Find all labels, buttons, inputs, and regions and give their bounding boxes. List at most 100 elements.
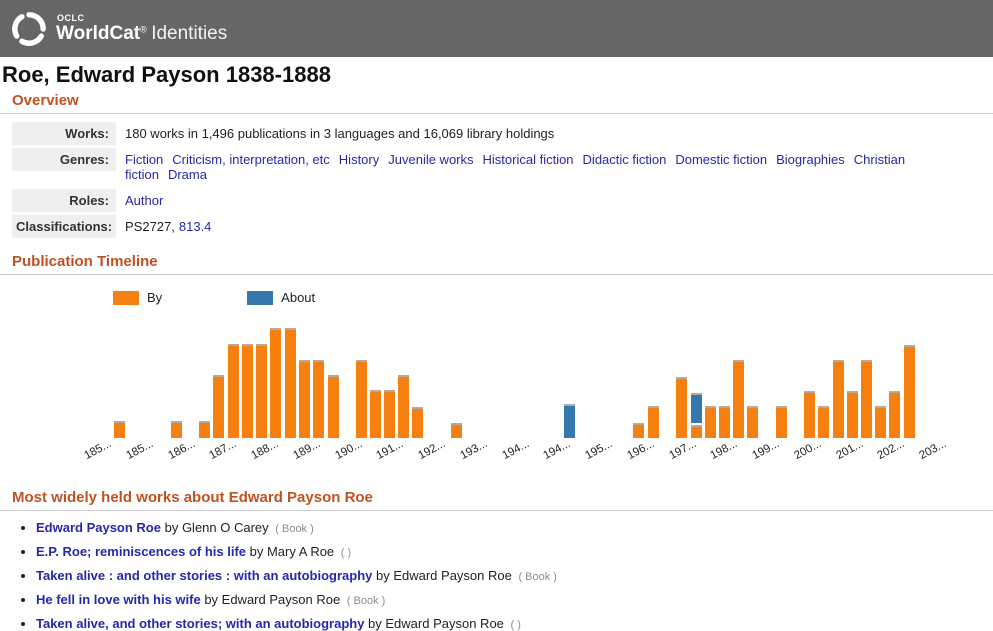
overview-value-link[interactable]: Fiction: [125, 152, 164, 167]
timeline-bar-by: [705, 406, 716, 438]
works-heading: Most widely held works about Edward Pays…: [0, 487, 993, 511]
timeline-bar-about: [691, 393, 702, 423]
timeline-bar-by: [733, 360, 744, 438]
timeline-bar-by: [114, 421, 125, 438]
overview-row: Classifications: PS2727, 813.4: [12, 215, 993, 238]
timeline-bar-by: [242, 344, 253, 438]
timeline-bar-about: [564, 404, 575, 438]
overview-value-link[interactable]: Criticism, interpretation, etc: [172, 152, 330, 167]
overview-value-link[interactable]: Juvenile works: [388, 152, 474, 167]
x-tick-label: 196...: [625, 437, 657, 462]
worldcat-identities-logo[interactable]: OCLC WorldCat® Identities: [56, 14, 228, 44]
timeline-bar-by: [398, 375, 409, 438]
timeline-bar-by: [676, 377, 687, 438]
timeline-bar-by: [847, 391, 858, 438]
work-item: Taken alive : and other stories : with a…: [36, 568, 993, 583]
publication-timeline-heading: Publication Timeline: [0, 251, 993, 275]
work-format: ( ): [340, 547, 352, 559]
timeline-bar-by: [804, 391, 815, 438]
overview-row-value: PS2727, 813.4: [116, 215, 220, 238]
work-format: ( Book ): [275, 523, 314, 535]
overview-value-link[interactable]: Drama: [167, 167, 207, 182]
timeline-bar-by: [904, 345, 915, 438]
work-item: He fell in love with his wife by Edward …: [36, 592, 993, 607]
x-tick-label: 185...: [124, 437, 156, 462]
overview-row: Works: 180 works in 1,496 publications in…: [12, 122, 993, 145]
x-tick-label: 185...: [82, 437, 114, 462]
overview-row-value: Author: [116, 189, 172, 212]
timeline-bar-by: [691, 425, 702, 438]
timeline-bar-by: [648, 406, 659, 438]
timeline-bar-by: [171, 421, 182, 438]
timeline-bar-by: [384, 390, 395, 438]
work-format: ( Book ): [518, 571, 557, 583]
worldcat-wordmark: WorldCat: [56, 23, 141, 44]
page-title: Roe, Edward Payson 1838-1888: [2, 62, 331, 87]
timeline-bar-by: [285, 328, 296, 438]
x-tick-label: 191...: [374, 437, 406, 462]
overview-value-link[interactable]: Didactic fiction: [582, 152, 667, 167]
x-tick-label: 202...: [875, 437, 907, 462]
work-title-link[interactable]: Taken alive, and other stories; with an …: [36, 616, 365, 631]
timeline-x-axis: 185... 185... 186... 187... 188... 189... 190.…: [0, 438, 993, 472]
timeline-bar-by: [776, 406, 787, 438]
works-list: Edward Payson Roe by Glenn O Carey ( Boo…: [22, 520, 993, 631]
work-title-link[interactable]: Edward Payson Roe: [36, 520, 161, 535]
x-tick-label: 188...: [249, 437, 281, 462]
work-title-link[interactable]: Taken alive : and other stories : with a…: [36, 568, 373, 583]
legend-about-label: About: [281, 290, 316, 305]
work-author: by Edward Payson Roe: [364, 616, 508, 631]
x-tick-label: 203...: [917, 437, 949, 462]
work-item: Taken alive, and other stories; with an …: [36, 616, 993, 631]
overview-value-link[interactable]: Domestic fiction: [675, 152, 768, 167]
x-tick-label: 193...: [458, 437, 490, 462]
overview-row-label: Classifications:: [12, 215, 116, 238]
timeline-bar-by: [199, 421, 210, 438]
timeline-bar-by: [213, 375, 224, 438]
timeline-bar-by: [889, 391, 900, 438]
overview-value-link[interactable]: Biographies: [776, 152, 845, 167]
overview-value-link[interactable]: Historical fiction: [482, 152, 574, 167]
legend-by-label: By: [147, 290, 163, 305]
x-tick-label: 195...: [583, 437, 615, 462]
work-item: E.P. Roe; reminiscences of his life by M…: [36, 544, 993, 559]
timeline-bar-by: [412, 407, 423, 438]
work-author: by Glenn O Carey: [160, 520, 273, 535]
overview-value-text: PS2727,: [125, 219, 175, 234]
x-tick-label: 194...: [541, 437, 573, 462]
legend-about-swatch: [247, 290, 274, 305]
legend-by-swatch: [113, 290, 139, 305]
timeline-bar-by: [356, 360, 367, 438]
timeline-bar-by: [818, 406, 829, 438]
timeline-bar-by: [228, 344, 239, 438]
overview-value-link[interactable]: Christian fiction: [125, 152, 906, 182]
timeline-bar-by: [313, 360, 324, 438]
overview-value-link[interactable]: Author: [125, 193, 164, 208]
overview-row-label: Roles:: [12, 189, 116, 212]
x-tick-label: 198...: [708, 437, 740, 462]
timeline-bar-by: [875, 406, 886, 438]
overview-value-text: 180 works in 1,496 publications in 3 lan…: [125, 126, 555, 141]
oclc-swirl-logo-icon: [12, 11, 46, 46]
timeline-bar-by: [833, 360, 844, 438]
x-tick-label: 201...: [833, 437, 865, 462]
timeline-bar-by: [451, 423, 462, 438]
overview-value-link[interactable]: 813.4: [178, 219, 212, 234]
x-tick-label: 199...: [750, 437, 782, 462]
timeline-bar-by: [328, 375, 339, 438]
timeline-legend: By About: [113, 290, 993, 305]
work-title-link[interactable]: He fell in love with his wife: [36, 592, 201, 607]
overview-value-link[interactable]: History: [338, 152, 380, 167]
work-title-link[interactable]: E.P. Roe; reminiscences of his life: [36, 544, 247, 559]
overview-row-label: Works:: [12, 122, 116, 145]
x-tick-label: 189...: [291, 437, 323, 462]
x-tick-label: 190...: [332, 437, 364, 462]
identities-wordmark: Identities: [151, 23, 228, 44]
registered-mark: ®: [140, 24, 147, 35]
timeline-bar-by: [299, 360, 310, 438]
app-header: OCLC WorldCat® Identities: [0, 0, 993, 57]
x-tick-label: 200...: [792, 437, 824, 462]
publication-timeline-chart: [0, 326, 993, 438]
work-author: by Edward Payson Roe: [200, 592, 344, 607]
overview-row: Roles: Author: [12, 189, 993, 212]
